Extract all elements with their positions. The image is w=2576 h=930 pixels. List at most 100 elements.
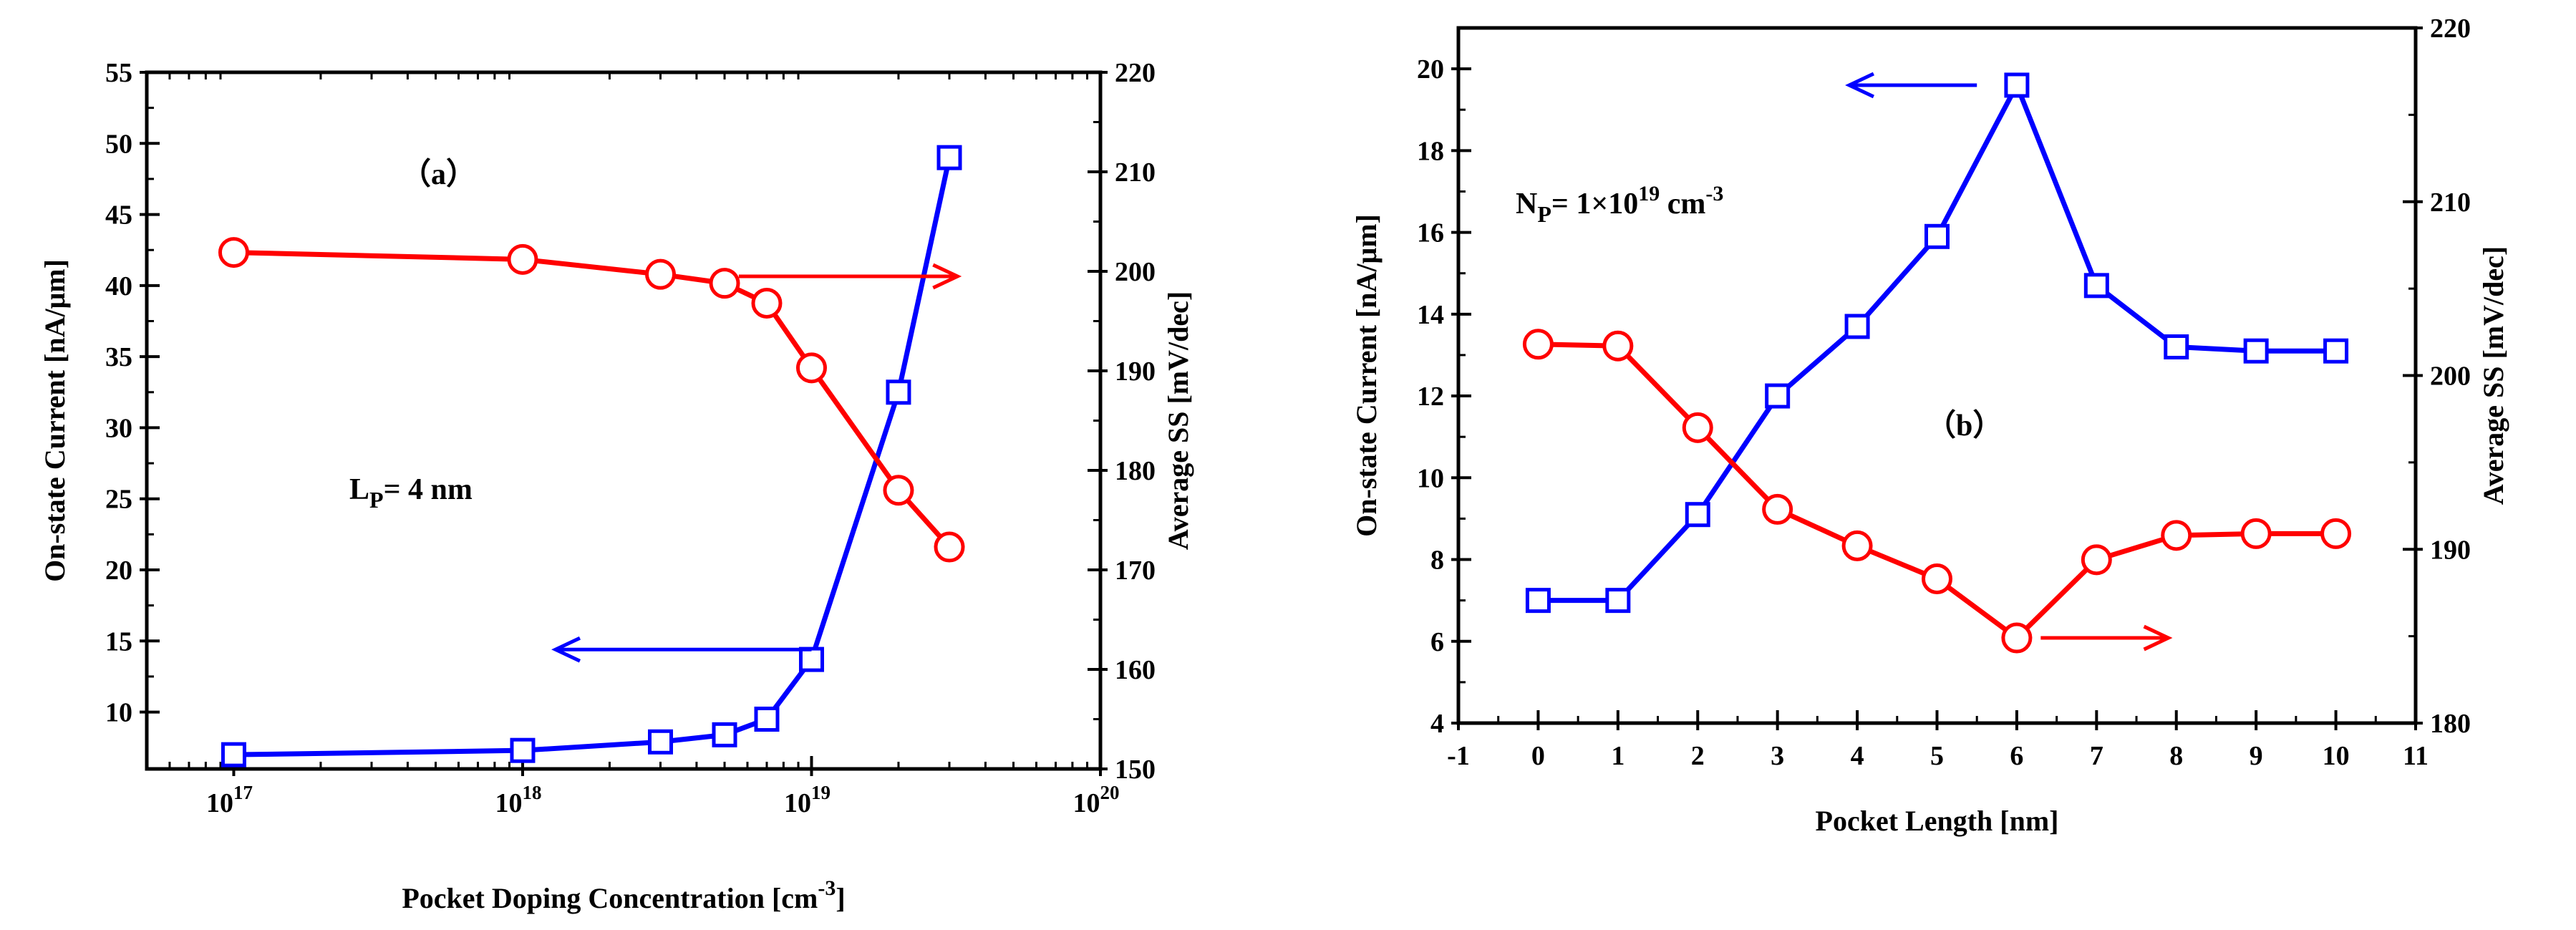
x-tick-label: 1017 [206,782,253,818]
plot-frame [1456,26,2418,725]
series-line-segment [2025,568,2088,629]
series-line-segment [773,314,805,357]
x-tick-label: 1 [1611,741,1624,771]
data-point-square [712,722,737,747]
y-axis-right-label: Average SS [mV/dec] [1162,291,1194,550]
left-tick-label: 35 [105,342,132,372]
data-point-circle [2320,518,2352,549]
data-point-circle [2161,520,2192,551]
panel-label: （a） [401,158,476,191]
x-axis-label: Pocket Doping Concentration [cm-3] [402,876,845,914]
series-line-segment [672,733,713,743]
series-line-segment [1702,405,1773,506]
series-line-segment [818,378,892,480]
data-point-square [510,737,536,763]
data-point-square [221,742,246,767]
direction-arrow-right [2040,624,2173,652]
chart-panel-a: 10 15 20 25 30 35 40 45 50 55 150 160 170 180 190 200 21… [39,58,1194,914]
series-line-segment [1553,342,1603,349]
right-tick-label: 190 [1115,357,1156,387]
series-line-segment [248,250,508,262]
data-point-circle [1522,329,1554,360]
data-point-square [1605,588,1631,614]
data-point-circle [1841,530,1873,561]
right-tick-label: 170 [1115,556,1156,586]
x-tick-label: 1019 [784,782,831,818]
data-point-circle [2001,622,2033,654]
data-point-square [936,145,962,170]
data-point-square [1685,502,1710,528]
series-line-segment [1706,436,1769,500]
right-tick-label: 220 [2430,14,2471,44]
direction-arrow-right [738,263,962,290]
arrow-head [551,636,581,663]
data-point-circle [218,237,249,268]
left-tick-label: 16 [1417,218,1444,248]
x-tick-label: 1018 [495,782,541,818]
series-line-segment [813,402,898,649]
data-point-circle [645,258,677,290]
series-line-segment [1947,586,2007,631]
x-tick-label: 1020 [1073,782,1120,818]
right-tick-label: 180 [1115,456,1156,486]
data-point-circle [1922,563,1952,595]
series-line-segment [735,721,757,733]
x-tick-label: 0 [1531,741,1545,771]
left-tick-label: 20 [105,556,132,586]
data-point-circle [2240,518,2272,549]
left-tick-label: 50 [105,129,132,159]
series-line-segment [1624,521,1692,594]
annotation-pocket-doping: NP= 1×1019 cm-3 [1516,182,1723,227]
right-tick-label: 200 [1115,257,1156,287]
data-point-circle [883,475,914,506]
data-point-circle [751,287,783,319]
data-point-square [2004,72,2030,98]
data-point-square [2083,273,2109,299]
left-tick-label: 12 [1417,382,1444,412]
panel-label: （b） [1926,409,2003,442]
data-point-square [798,646,824,672]
series-line-segment [2104,291,2169,342]
right-tick-label: 160 [1115,655,1156,685]
series-on-state-current [221,145,962,767]
left-tick-label: 15 [105,626,132,657]
y-axis-left-label: On-state Current [nA/μm] [1350,214,1383,537]
series-line-segment [1790,513,1845,542]
left-tick-label: 14 [1417,300,1444,330]
y-axis-right-label: Average SS [mV/dec] [2477,246,2509,505]
series-line-segment [2110,537,2163,558]
left-tick-label: 45 [105,200,132,231]
x-tick-label: 10 [2323,741,2350,771]
arrow-head [932,263,962,290]
right-tick-label: 210 [1115,158,1156,188]
data-point-square [1765,383,1791,409]
data-point-circle [934,531,965,563]
right-tick-label: 200 [2430,362,2471,392]
right-tick-label: 190 [2430,535,2471,565]
x-tick-label: 5 [1930,741,1944,771]
x-axis-label: Pocket Length [nm] [1816,805,2059,837]
data-point-square [2243,338,2269,364]
data-point-circle [1762,493,1793,525]
x-tick-label: 7 [2090,741,2103,771]
left-tick-label: 55 [105,58,132,88]
series-line-segment [246,747,511,757]
data-point-square [754,707,780,732]
series-average-ss [1522,329,2352,654]
data-point-square [1844,314,1870,339]
data-point-square [1924,223,1950,249]
left-tick-label: 4 [1430,709,1444,739]
y-axis-left-label: On-state Current [nA/μm] [39,259,71,582]
left-tick-label: 8 [1430,546,1444,576]
annotation-pocket-length: LP= 4 nm [349,473,473,513]
data-point-square [2164,334,2189,360]
data-point-circle [2081,544,2112,576]
x-tick-label: 9 [2250,741,2263,771]
left-tick-label: 40 [105,271,132,301]
direction-arrow-left [551,636,812,663]
left-tick-label: 6 [1430,627,1444,657]
series-line-segment [1870,549,1924,576]
data-point-circle [795,352,827,384]
